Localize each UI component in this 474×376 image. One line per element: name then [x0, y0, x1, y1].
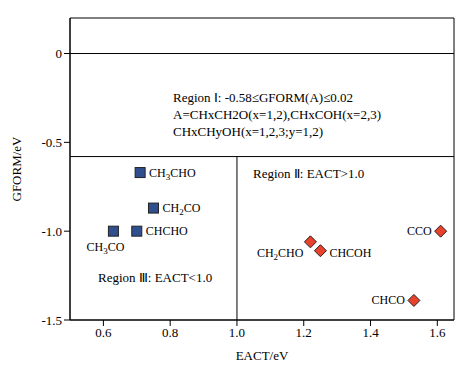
- svg-text:CHCOH: CHCOH: [329, 246, 371, 260]
- svg-text:1.0: 1.0: [229, 325, 245, 340]
- svg-text:0.6: 0.6: [95, 325, 112, 340]
- svg-text:-1.0: -1.0: [41, 224, 62, 239]
- svg-text:CH3CO: CH3CO: [86, 240, 124, 256]
- svg-text:1.6: 1.6: [429, 325, 446, 340]
- svg-text:CH3CHO: CH3CHO: [149, 166, 196, 182]
- svg-text:1.4: 1.4: [362, 325, 379, 340]
- html-text:Region Ⅱ: EACT>1.0: Region Ⅱ: EACT>1.0: [253, 166, 365, 181]
- svg-text:CH2CHO: CH2CHO: [257, 246, 304, 262]
- html-text:A=CHxCH2O(x=1,2),CHxCOH(x=2,3): A=CHxCH2O(x=1,2),CHxCOH(x=2,3): [173, 107, 381, 122]
- html-text:CHxCHyOH(x=1,2,3;y=1,2): CHxCHyOH(x=1,2,3;y=1,2): [173, 124, 324, 139]
- svg-text:CHCHO: CHCHO: [146, 224, 188, 238]
- svg-text:0.8: 0.8: [162, 325, 178, 340]
- svg-text:CHCO: CHCO: [372, 293, 406, 307]
- svg-text:-1.5: -1.5: [41, 313, 62, 328]
- svg-text:1.2: 1.2: [296, 325, 312, 340]
- svg-text:0: 0: [56, 46, 63, 61]
- svg-text:EACT/eV: EACT/eV: [236, 348, 289, 363]
- html-text:Region Ⅲ: EACT<1.0: Region Ⅲ: EACT<1.0: [98, 270, 213, 285]
- html-text:Region Ⅰ: -0.58≤GFORM(A)≤0.02: Region Ⅰ: -0.58≤GFORM(A)≤0.02: [173, 90, 353, 105]
- svg-text:GFORM/eV: GFORM/eV: [9, 136, 24, 202]
- svg-text:-0.5: -0.5: [41, 135, 62, 150]
- svg-text:CH2CO: CH2CO: [162, 201, 200, 217]
- svg-text:CCO: CCO: [407, 224, 432, 238]
